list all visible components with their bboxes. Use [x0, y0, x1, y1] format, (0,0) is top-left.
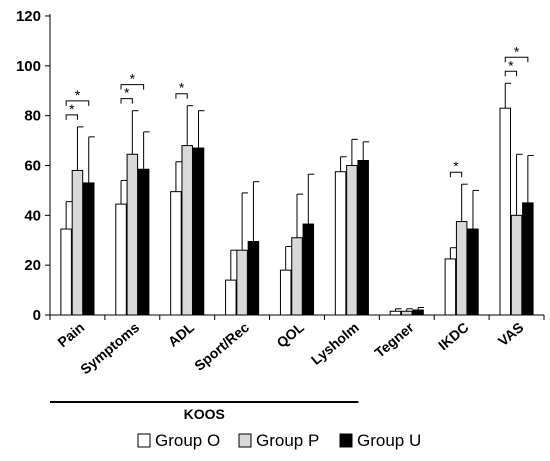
- bar-group-o-qol: [279, 269, 292, 316]
- bar-group-p-qol: [291, 237, 303, 316]
- bar-group-p-vas: [510, 214, 523, 316]
- significance-bracket: [504, 70, 518, 77]
- bar-group-o-adl: [170, 191, 182, 316]
- significance-bracket: [449, 171, 463, 178]
- significance-bracket: [120, 98, 133, 104]
- bar-group-o-tegner: [389, 310, 402, 316]
- legend-item-label: Group P: [256, 431, 319, 450]
- bar-group-u-tegner: [412, 309, 424, 316]
- bar-group-p-ikdc: [455, 221, 468, 316]
- bar-group-u-ikdc: [467, 228, 479, 316]
- y-tick-label: 40: [24, 207, 41, 224]
- y-axis: 0 20 40 60 80 100 120: [16, 8, 51, 324]
- bar-group-p-symptoms: [126, 153, 139, 316]
- koos-label: KOOS: [184, 406, 225, 422]
- x-tick-label: ADL: [165, 319, 198, 350]
- significance-bracket: [120, 84, 145, 90]
- significance-star: *: [75, 87, 81, 103]
- bar-group-p-pain: [71, 169, 84, 316]
- significance-star: *: [453, 158, 459, 174]
- bar-group-u-symptoms: [137, 168, 150, 316]
- bar-group-u-pain: [82, 182, 95, 316]
- bar-group-o-vas: [499, 107, 512, 316]
- legend-swatch: [137, 433, 151, 448]
- x-tick-label: Sport/Rec: [191, 319, 252, 374]
- y-tick-label: 0: [33, 307, 41, 324]
- significance-bracket: [65, 100, 90, 106]
- bar-group-o-ikdc: [444, 258, 457, 316]
- x-tick-label: Pain: [54, 319, 87, 350]
- bar-group-u-sportrec: [247, 240, 260, 316]
- significance-star: *: [179, 80, 185, 96]
- bar-group-p-lysholm: [346, 165, 358, 316]
- bar-group-u-vas: [522, 202, 534, 316]
- significance-bracket: [175, 93, 188, 99]
- bar-group-o-sportrec: [225, 279, 237, 316]
- significance-star: *: [514, 43, 520, 59]
- legend-item-label: Group U: [357, 431, 421, 450]
- bar-group-o-symptoms: [115, 203, 127, 316]
- bar-group-p-sportrec: [236, 249, 248, 316]
- legend-swatch: [339, 433, 353, 448]
- y-tick-label: 80: [24, 108, 41, 125]
- y-tick-label: 20: [24, 257, 41, 274]
- bar-group-u-adl: [192, 147, 205, 316]
- error-bars: [65, 82, 534, 312]
- legend: Group O Group P Group U: [137, 431, 421, 450]
- significance-bracket: [65, 114, 78, 120]
- bar-group-p-tegner: [401, 310, 413, 316]
- bar-group-o-lysholm: [334, 171, 347, 316]
- x-tick-label: QOL: [273, 319, 307, 351]
- koos-group: KOOS: [50, 401, 359, 422]
- legend-swatch: [238, 433, 252, 448]
- legend-item-label: Group O: [155, 431, 220, 450]
- x-tick-label: IKDC: [435, 319, 472, 353]
- bar-group-o-pain: [60, 228, 72, 316]
- bar-group-u-lysholm: [357, 160, 369, 316]
- significance-star: *: [124, 85, 130, 101]
- significance-brackets: ** ******: [65, 43, 529, 178]
- x-tick-label: Lysholm: [308, 319, 362, 368]
- significance-star: *: [130, 71, 136, 87]
- y-tick-label: 120: [16, 8, 41, 25]
- y-tick-label: 60: [24, 158, 41, 175]
- x-tick-label: VAS: [495, 319, 527, 349]
- y-tick-label: 100: [16, 58, 41, 75]
- bar-group-p-adl: [181, 145, 193, 316]
- bar-group-u-qol: [302, 223, 315, 316]
- x-tick-label: Symptoms: [77, 319, 142, 377]
- significance-bracket: [504, 56, 529, 63]
- x-tick-label: Tegner: [371, 319, 417, 361]
- significance-star: *: [69, 101, 75, 117]
- significance-star: *: [508, 57, 514, 73]
